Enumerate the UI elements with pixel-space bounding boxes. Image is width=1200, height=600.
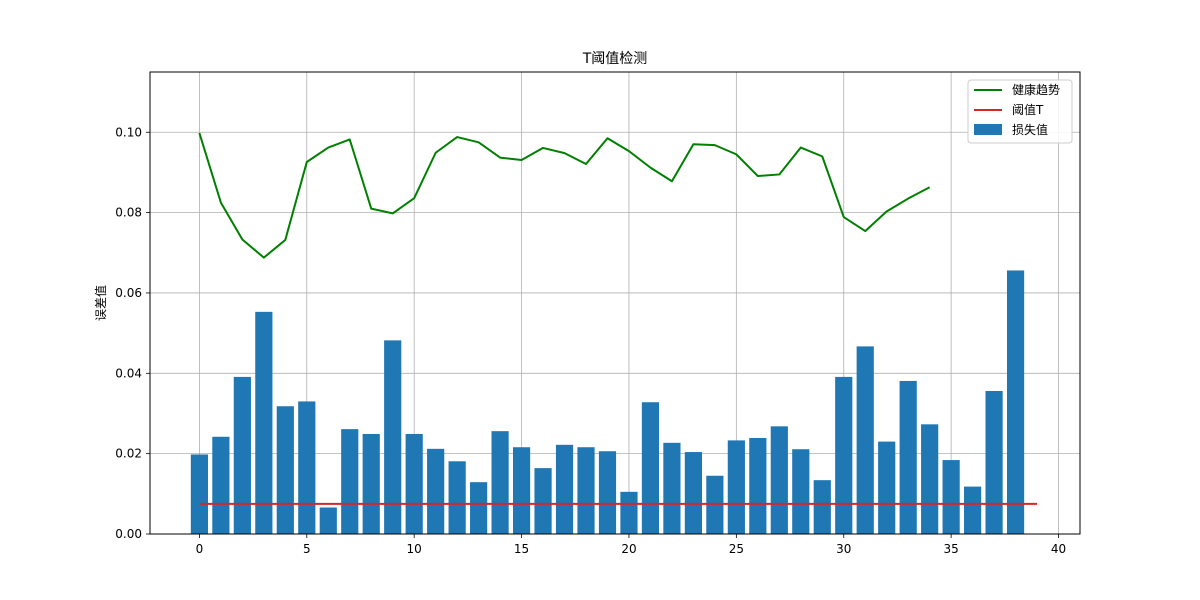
x-tick-label: 20 (621, 542, 636, 556)
loss-bar (470, 482, 488, 534)
loss-bar (384, 340, 402, 534)
y-tick-label: 0.08 (115, 206, 142, 220)
y-tick-label: 0.00 (115, 527, 142, 541)
loss-bar (1006, 270, 1025, 534)
loss-bar (427, 448, 445, 534)
x-tick-label: 10 (407, 542, 422, 556)
loss-bar (964, 486, 982, 534)
loss-bar (878, 441, 896, 534)
loss-bar (598, 451, 617, 534)
loss-bar (620, 491, 638, 534)
loss-bar (641, 402, 660, 534)
loss-bar (405, 433, 423, 534)
loss-bar (727, 440, 745, 534)
x-tick-label: 25 (729, 542, 744, 556)
chart-title: T阈值检测 (582, 51, 648, 67)
loss-bar (534, 468, 552, 534)
y-tick-label: 0.02 (115, 447, 142, 461)
legend-threshold-label: 阈值T (1012, 102, 1044, 117)
loss-bar (706, 475, 724, 534)
x-tick-label: 35 (943, 542, 958, 556)
loss-bar (341, 429, 359, 534)
loss-bar (448, 461, 466, 534)
loss-bar (684, 452, 702, 534)
legend: 健康趋势 阈值T 损失值 (967, 79, 1073, 144)
loss-bar (899, 380, 917, 534)
loss-bar (663, 442, 681, 534)
loss-bar (190, 454, 208, 534)
legend-loss-swatch (974, 124, 1002, 135)
x-tick-label: 0 (196, 542, 204, 556)
loss-bar (512, 447, 531, 534)
loss-bar (319, 507, 337, 534)
loss-bar (577, 447, 595, 534)
loss-bar (362, 433, 380, 534)
loss-bar (856, 346, 874, 534)
ticks-layer: 0 5 10 15 20 25 30 35 40 0.00 0.02 0.04 0.06 0.08 0.10 (115, 125, 1066, 556)
loss-bar (555, 444, 574, 534)
loss-bar (792, 449, 810, 534)
loss-bar (921, 424, 939, 534)
x-tick-label: 5 (303, 542, 311, 556)
x-tick-label: 15 (514, 542, 529, 556)
y-axis-label: 误差值 (93, 285, 108, 321)
loss-bar (813, 480, 831, 534)
y-tick-label: 0.06 (115, 286, 142, 300)
x-tick-label: 30 (836, 542, 851, 556)
loss-bar (985, 390, 1003, 534)
loss-bar (749, 437, 767, 534)
loss-bar (491, 431, 509, 534)
legend-loss-label: 损失值 (1012, 122, 1048, 137)
loss-bar (298, 401, 316, 534)
loss-bar (212, 436, 230, 534)
loss-bar (770, 426, 788, 534)
loss-bar (942, 460, 960, 534)
loss-bar (255, 311, 273, 534)
loss-bar (276, 406, 294, 534)
y-tick-label: 0.10 (115, 125, 142, 139)
loss-bar (835, 376, 853, 534)
lines-layer (198, 132, 1038, 505)
bars-layer (190, 270, 1025, 534)
legend-trend-label: 健康趋势 (1012, 82, 1060, 97)
loss-bar (233, 376, 251, 534)
y-tick-label: 0.04 (115, 366, 142, 380)
plot-frame (149, 71, 1081, 535)
x-tick-label: 40 (1051, 542, 1066, 556)
health-trend-line (198, 132, 931, 259)
